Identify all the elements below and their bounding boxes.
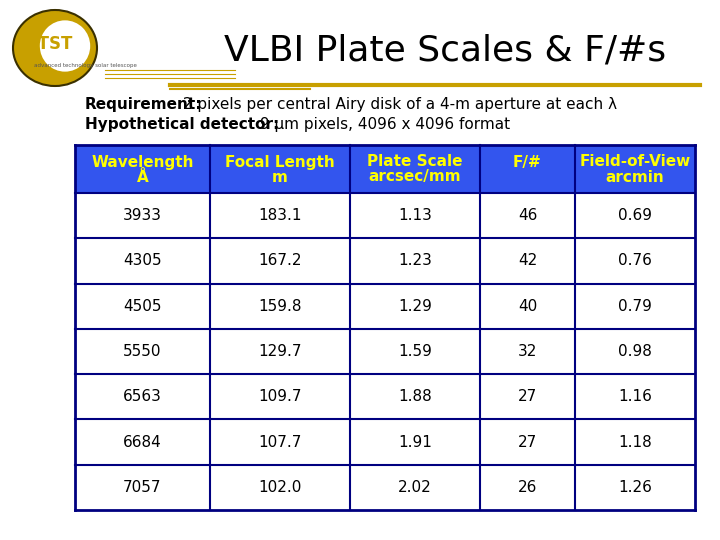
Text: 40: 40 (518, 299, 537, 314)
Text: 1.13: 1.13 (398, 208, 432, 223)
Bar (75, 238, 695, 284)
Bar (75, 193, 695, 238)
Text: 6563: 6563 (123, 389, 162, 404)
Text: 159.8: 159.8 (258, 299, 302, 314)
Text: Focal Length: Focal Length (225, 154, 335, 170)
Text: VLBI Plate Scales & F/#s: VLBI Plate Scales & F/#s (224, 33, 666, 67)
Text: 1.59: 1.59 (398, 344, 432, 359)
Text: arcmin: arcmin (606, 170, 665, 185)
Text: 0.98: 0.98 (618, 344, 652, 359)
Text: 102.0: 102.0 (258, 480, 302, 495)
Ellipse shape (40, 21, 90, 72)
Text: 9 μm pixels, 4096 x 4096 format: 9 μm pixels, 4096 x 4096 format (255, 118, 510, 132)
Text: 7057: 7057 (123, 480, 162, 495)
Text: Å: Å (137, 170, 148, 185)
Text: 32: 32 (518, 344, 537, 359)
Text: 183.1: 183.1 (258, 208, 302, 223)
Bar (75, 145, 695, 193)
Text: 1.18: 1.18 (618, 435, 652, 450)
Text: 5550: 5550 (123, 344, 162, 359)
Text: m: m (272, 170, 288, 185)
Text: 129.7: 129.7 (258, 344, 302, 359)
Bar (75, 329, 695, 374)
Text: 3933: 3933 (123, 208, 162, 223)
Bar (75, 465, 695, 510)
Text: Hypothetical detector:: Hypothetical detector: (85, 118, 279, 132)
Text: Wavelength: Wavelength (91, 154, 194, 170)
Text: 27: 27 (518, 389, 537, 404)
Text: arcsec/mm: arcsec/mm (369, 170, 462, 185)
Text: 1.88: 1.88 (398, 389, 432, 404)
Text: 4505: 4505 (123, 299, 162, 314)
Ellipse shape (13, 10, 97, 86)
Text: 0.76: 0.76 (618, 253, 652, 268)
Text: 0.69: 0.69 (618, 208, 652, 223)
Text: 0.79: 0.79 (618, 299, 652, 314)
Text: 107.7: 107.7 (258, 435, 302, 450)
Text: 26: 26 (518, 480, 537, 495)
Text: 4305: 4305 (123, 253, 162, 268)
Text: Plate Scale: Plate Scale (367, 154, 463, 170)
Bar (75, 284, 695, 329)
Text: Field-of-View: Field-of-View (580, 154, 690, 170)
Text: 42: 42 (518, 253, 537, 268)
Text: 1.29: 1.29 (398, 299, 432, 314)
Text: F/#: F/# (513, 154, 542, 170)
Text: 1.23: 1.23 (398, 253, 432, 268)
Text: 46: 46 (518, 208, 537, 223)
Text: ATST: ATST (27, 35, 73, 53)
Text: 1.26: 1.26 (618, 480, 652, 495)
Text: 109.7: 109.7 (258, 389, 302, 404)
Text: 27: 27 (518, 435, 537, 450)
Bar (75, 420, 695, 465)
Bar (75, 374, 695, 420)
Text: 167.2: 167.2 (258, 253, 302, 268)
Text: Requirement:: Requirement: (85, 98, 202, 112)
Text: advanced technology solar telescope: advanced technology solar telescope (34, 64, 136, 69)
Text: 2.02: 2.02 (398, 480, 432, 495)
Text: 1.16: 1.16 (618, 389, 652, 404)
Text: 1.91: 1.91 (398, 435, 432, 450)
Text: 6684: 6684 (123, 435, 162, 450)
Text: 2 pixels per central Airy disk of a 4-m aperture at each λ: 2 pixels per central Airy disk of a 4-m … (178, 98, 617, 112)
